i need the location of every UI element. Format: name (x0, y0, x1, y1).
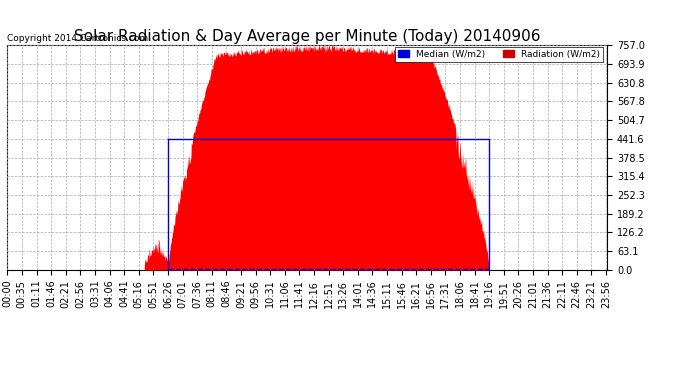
Text: Copyright 2014 Cartronics.com: Copyright 2014 Cartronics.com (7, 34, 148, 43)
Legend: Median (W/m2), Radiation (W/m2): Median (W/m2), Radiation (W/m2) (395, 47, 602, 62)
Title: Solar Radiation & Day Average per Minute (Today) 20140906: Solar Radiation & Day Average per Minute… (74, 29, 540, 44)
